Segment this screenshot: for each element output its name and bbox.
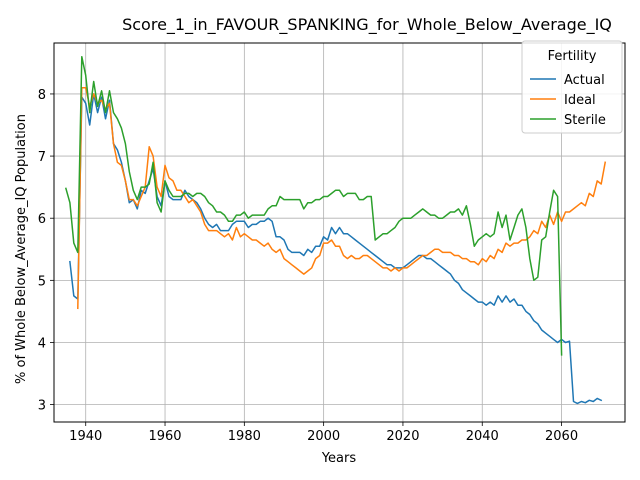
chart-title: Score_1_in_FAVOUR_SPANKING_for_Whole_Bel… xyxy=(122,15,612,35)
y-axis: 3 4 5 6 7 8 xyxy=(38,88,54,414)
x-tick-label: 2000 xyxy=(307,429,340,444)
series-line-ideal xyxy=(77,86,607,310)
series-line-actual xyxy=(69,93,603,405)
y-tick-label: 6 xyxy=(38,212,46,227)
series-line-sterile xyxy=(64,55,563,356)
x-tick-label: 2020 xyxy=(386,429,419,444)
y-tick-label: 5 xyxy=(38,274,46,289)
legend-label-ideal: Ideal xyxy=(564,93,596,108)
plot-frame xyxy=(53,42,626,423)
x-tick-label: 1960 xyxy=(148,429,181,444)
legend-box xyxy=(521,40,623,134)
y-tick-label: 3 xyxy=(38,399,46,414)
y-tick-label: 8 xyxy=(38,88,46,103)
x-tick-label: 1940 xyxy=(69,429,102,444)
grid-lines xyxy=(54,43,625,422)
y-tick-label: 4 xyxy=(38,336,46,351)
legend-label-sterile: Sterile xyxy=(564,113,606,128)
series-group xyxy=(64,55,607,405)
legend: Fertility Actual Ideal Sterile xyxy=(521,40,623,134)
x-tick-label: 2040 xyxy=(466,429,499,444)
legend-label-actual: Actual xyxy=(564,73,605,88)
y-tick-label: 7 xyxy=(38,150,46,165)
y-axis-label: % of Whole Below_Average_IQ Population xyxy=(14,114,29,384)
x-axis-label: Years xyxy=(321,451,357,466)
x-tick-label: 2060 xyxy=(545,429,578,444)
legend-title: Fertility xyxy=(548,49,597,64)
x-axis: 1940 1960 1980 2000 2020 2040 2060 xyxy=(69,422,578,444)
x-tick-label: 1980 xyxy=(228,429,261,444)
